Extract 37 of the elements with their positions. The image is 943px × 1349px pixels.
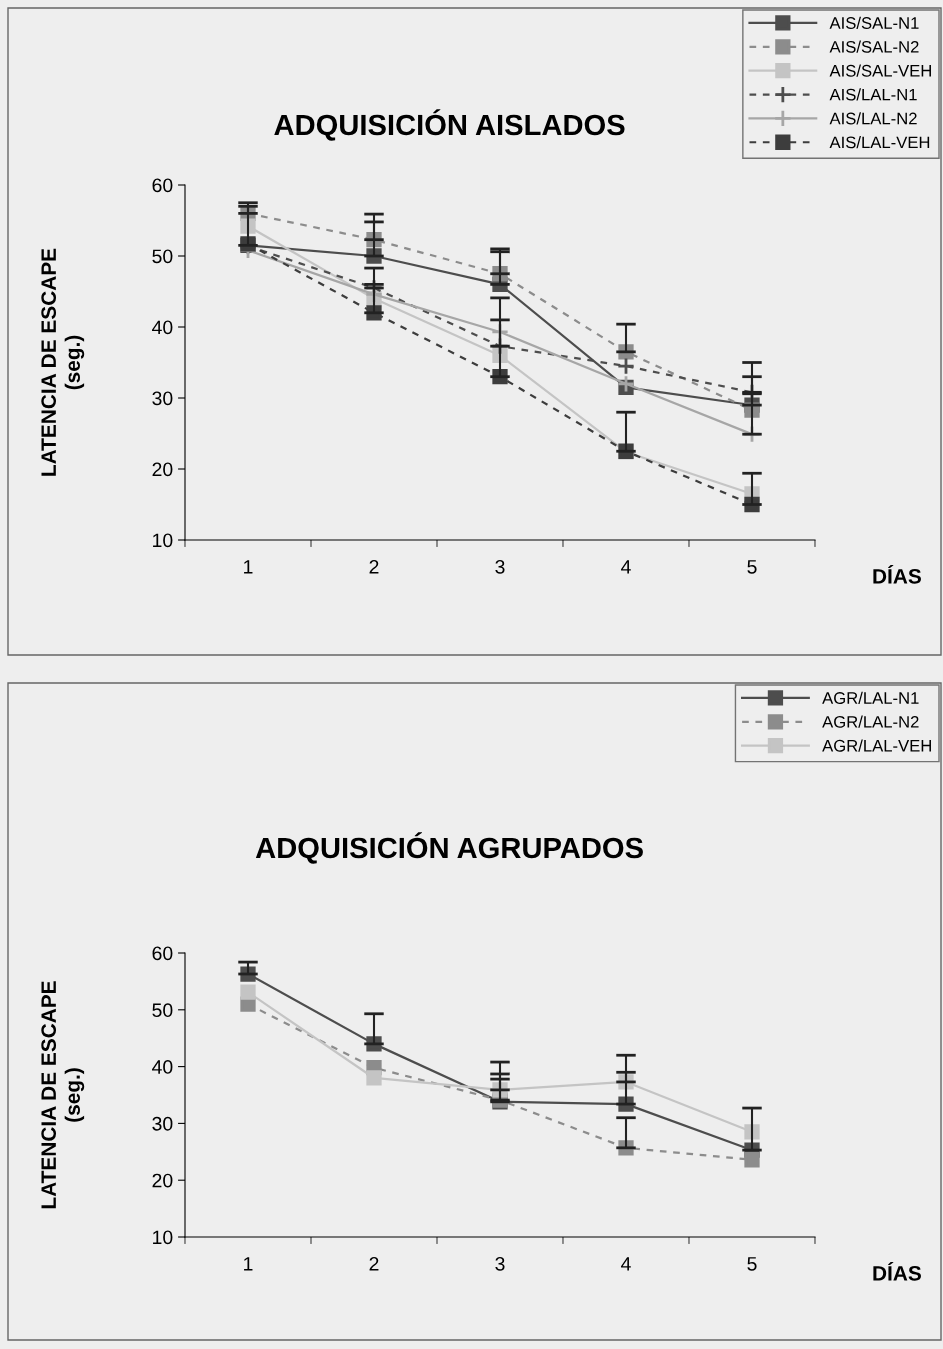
chart-title: ADQUISICIÓN AISLADOS <box>274 109 625 141</box>
y-tick-label: 10 <box>153 1230 173 1245</box>
legend-label: AIS/LAL-N1 <box>829 88 917 101</box>
x-tick-label: 1 <box>244 560 253 574</box>
x-axis-title: DÍAS <box>873 1262 921 1281</box>
x-tick-label: 3 <box>495 559 505 574</box>
x-tick-label: 5 <box>747 560 757 574</box>
x-tick-label: 2 <box>369 1256 379 1271</box>
chart-title: ADQUISICIÓN AGRUPADOS <box>255 832 643 864</box>
legend-label: AIS/SAL-N2 <box>829 40 919 53</box>
x-tick-label: 5 <box>747 1257 757 1271</box>
y-tick-label: 50 <box>152 1003 173 1018</box>
y-tick-label: 10 <box>153 533 173 548</box>
y-tick-label: 30 <box>152 391 173 406</box>
x-tick-label: 2 <box>369 559 379 574</box>
legend-label: AIS/SAL-VEH <box>829 64 931 77</box>
x-tick-label: 4 <box>621 1257 631 1271</box>
legend-label: AIS/SAL-N1 <box>829 16 919 29</box>
y-tick-label: 20 <box>152 1173 173 1188</box>
legend-label: AGR/LAL-N1 <box>822 691 919 704</box>
x-tick-label: 3 <box>495 1256 505 1271</box>
y-tick-label: 60 <box>152 178 173 193</box>
legend-label: AGR/LAL-N2 <box>822 715 919 728</box>
y-tick-label: 20 <box>152 462 173 477</box>
y-axis-title: LATENCIA DE ESCAPE (seg.) <box>41 981 85 1209</box>
x-tick-label: 4 <box>621 560 631 574</box>
legend-label: AIS/LAL-VEH <box>829 136 930 149</box>
y-tick-label: 40 <box>152 320 173 335</box>
x-axis-title: DÍAS <box>873 565 921 584</box>
x-tick-label: 1 <box>244 1257 253 1271</box>
y-tick-label: 60 <box>152 946 173 961</box>
legend-label: AIS/LAL-N2 <box>829 112 917 125</box>
y-tick-label: 30 <box>152 1116 173 1131</box>
legend-label: AGR/LAL-VEH <box>822 739 931 752</box>
y-tick-label: 40 <box>152 1060 173 1074</box>
y-tick-label: 50 <box>152 249 173 264</box>
y-axis-title: LATENCIA DE ESCAPE (seg.) <box>41 248 85 476</box>
